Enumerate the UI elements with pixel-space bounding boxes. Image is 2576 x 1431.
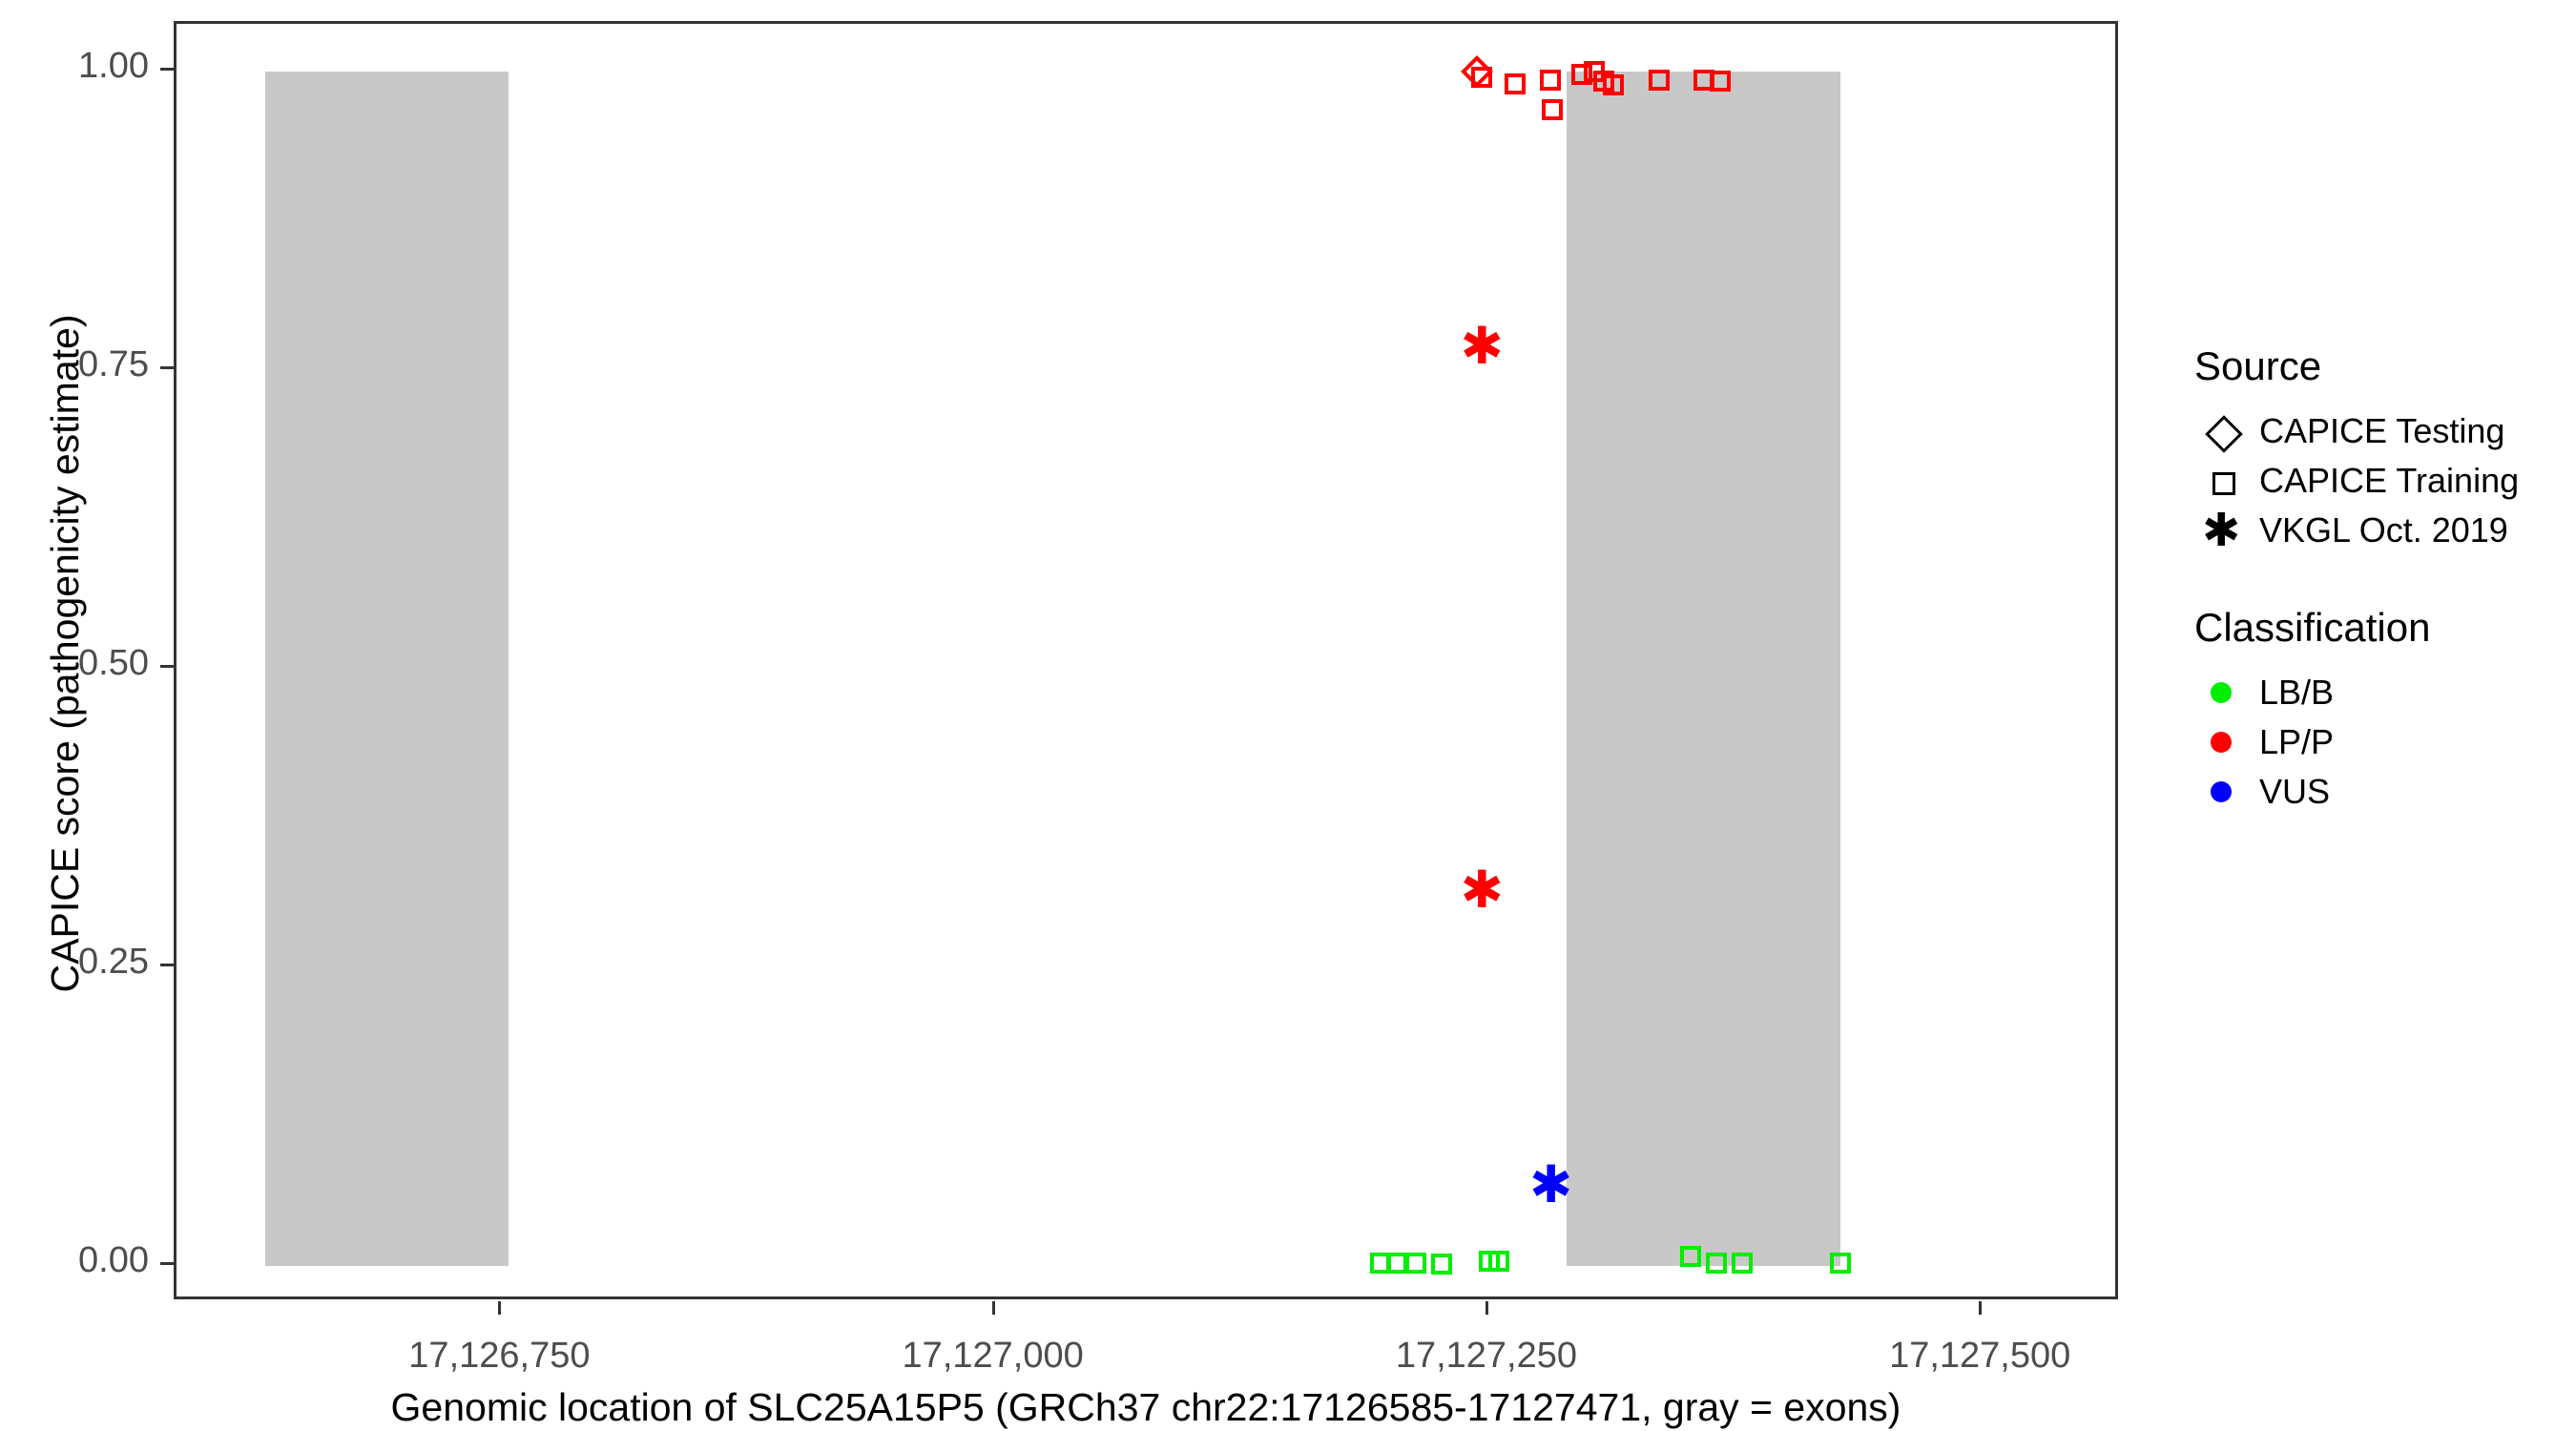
exon-region bbox=[265, 72, 509, 1267]
x-tick-mark bbox=[991, 1301, 995, 1315]
data-point bbox=[1431, 1253, 1453, 1275]
y-tick-label: 0.50 bbox=[78, 643, 149, 684]
y-tick-mark bbox=[160, 964, 174, 967]
y-tick-label: 0.25 bbox=[78, 942, 149, 983]
data-point: ✱ bbox=[1528, 1154, 1573, 1215]
x-tick-label: 17,126,750 bbox=[408, 1336, 591, 1376]
square-icon bbox=[2194, 456, 2248, 506]
y-tick-label: 0.75 bbox=[78, 344, 149, 385]
y-tick-mark bbox=[160, 665, 174, 669]
data-point bbox=[1571, 63, 1593, 85]
plot-panel: ✱ ✱ ✱ bbox=[174, 21, 2118, 1299]
legend-label-capice-training: CAPICE Training bbox=[2259, 461, 2520, 500]
data-point bbox=[1540, 69, 1562, 91]
data-point bbox=[1705, 1252, 1727, 1274]
legend-item-lpp[interactable]: LP/P bbox=[2194, 717, 2576, 767]
legend-item-capice-testing[interactable]: CAPICE Testing bbox=[2194, 406, 2576, 456]
data-point bbox=[1648, 69, 1670, 91]
dot-icon-vus bbox=[2194, 767, 2248, 817]
y-tick-label: 1.00 bbox=[78, 46, 149, 87]
y-tick-mark bbox=[160, 1262, 174, 1266]
data-point: ✱ bbox=[1460, 316, 1504, 377]
x-tick-label: 17,127,000 bbox=[902, 1336, 1084, 1376]
data-point bbox=[1504, 73, 1526, 94]
dot-icon-lbb bbox=[2194, 668, 2248, 717]
data-point bbox=[1385, 1252, 1407, 1274]
legend-item-lbb[interactable]: LB/B bbox=[2194, 668, 2576, 717]
data-point bbox=[1679, 1246, 1701, 1268]
data-point bbox=[1731, 1252, 1753, 1274]
legend-group-source: Source CAPICE Testing CAPICE Training ✱ … bbox=[2194, 343, 2576, 555]
legend-label-lbb: LB/B bbox=[2259, 673, 2335, 712]
x-axis-title: Genomic location of SLC25A15P5 (GRCh37 c… bbox=[390, 1385, 1901, 1429]
legend-label-capice-testing: CAPICE Testing bbox=[2259, 411, 2505, 450]
x-tick-mark bbox=[1979, 1301, 1983, 1315]
diamond-icon bbox=[2194, 406, 2248, 456]
data-point bbox=[1488, 1251, 1510, 1273]
x-tick-label: 17,127,250 bbox=[1395, 1336, 1577, 1376]
data-point bbox=[1709, 71, 1731, 93]
legend-title-source: Source bbox=[2194, 343, 2322, 388]
legend-label-vkgl: VKGL Oct. 2019 bbox=[2259, 510, 2508, 550]
x-tick-label: 17,127,500 bbox=[1889, 1336, 2071, 1376]
y-tick-mark bbox=[160, 68, 174, 72]
data-point bbox=[1470, 67, 1492, 89]
y-tick-mark bbox=[160, 366, 174, 370]
dot-icon-lpp bbox=[2194, 717, 2248, 767]
y-axis-tick-labels: 0.00 0.25 0.50 0.75 1.00 bbox=[63, 0, 149, 1431]
x-tick-mark bbox=[1485, 1301, 1488, 1315]
legend-item-capice-training[interactable]: CAPICE Training bbox=[2194, 456, 2576, 506]
data-point bbox=[1542, 99, 1564, 121]
legend-item-vus[interactable]: VUS bbox=[2194, 767, 2576, 817]
exon-region bbox=[1566, 72, 1841, 1267]
y-tick-label: 0.00 bbox=[78, 1240, 149, 1281]
x-tick-mark bbox=[498, 1301, 502, 1315]
data-point: ✱ bbox=[1460, 859, 1504, 920]
legend-title-classification: Classification bbox=[2194, 605, 2431, 650]
legend-label-vus: VUS bbox=[2259, 772, 2331, 811]
legend-item-vkgl[interactable]: ✱ VKGL Oct. 2019 bbox=[2194, 506, 2576, 555]
data-point bbox=[1830, 1252, 1852, 1274]
data-point bbox=[1405, 1252, 1427, 1274]
data-point bbox=[1603, 73, 1625, 95]
asterisk-icon: ✱ bbox=[2202, 504, 2241, 557]
legend: Source CAPICE Testing CAPICE Training ✱ … bbox=[2194, 343, 2576, 866]
legend-label-lpp: LP/P bbox=[2259, 722, 2335, 761]
legend-group-classification: Classification LB/B LP/P VUS bbox=[2194, 605, 2576, 817]
